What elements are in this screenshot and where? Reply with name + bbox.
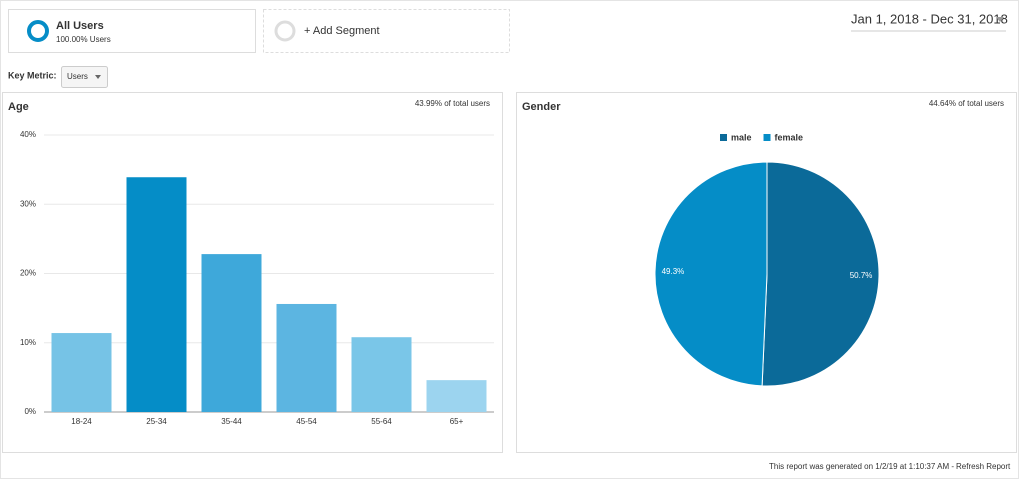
key-metric-dropdown[interactable] bbox=[61, 66, 108, 88]
segment-name: All Users bbox=[56, 20, 104, 32]
segment-detail: 100.00% Users bbox=[56, 35, 111, 44]
bar bbox=[51, 333, 112, 412]
y-tick-label: 0% bbox=[24, 407, 36, 416]
x-tick-label: 25-34 bbox=[146, 417, 167, 426]
x-tick-label: 35-44 bbox=[221, 417, 242, 426]
legend-swatch bbox=[763, 134, 771, 141]
key-metric-label: Key Metric: bbox=[8, 70, 57, 80]
date-caret bbox=[996, 17, 1004, 22]
legend-label: male bbox=[731, 132, 752, 142]
segment-box[interactable] bbox=[8, 9, 256, 53]
pie-slice bbox=[761, 161, 880, 387]
bar bbox=[426, 380, 487, 412]
y-tick-label: 20% bbox=[20, 269, 36, 278]
slice-label: 50.7% bbox=[850, 271, 873, 280]
key-metric-value: Users bbox=[67, 72, 88, 81]
add-segment-icon bbox=[274, 20, 296, 42]
footer-text: This report was generated on 1/2/19 at 1… bbox=[769, 462, 954, 471]
bar bbox=[351, 337, 412, 412]
x-tick-label: 55-64 bbox=[371, 417, 392, 426]
segment-icon bbox=[27, 20, 49, 42]
x-tick-label: 45-54 bbox=[296, 417, 317, 426]
panel-title: Age bbox=[8, 101, 29, 113]
y-tick-label: 10% bbox=[20, 338, 36, 347]
y-tick-label: 30% bbox=[20, 199, 36, 208]
date-range[interactable]: Jan 1, 2018 - Dec 31, 2018 bbox=[851, 11, 1008, 26]
legend-swatch bbox=[720, 134, 727, 141]
dropdown-caret bbox=[95, 75, 101, 79]
legend-label: female bbox=[775, 132, 804, 142]
x-tick-label: 65+ bbox=[450, 417, 464, 426]
bar bbox=[201, 254, 262, 412]
panel-note: 43.99% of total users bbox=[415, 99, 490, 108]
panel-note: 44.64% of total users bbox=[929, 99, 1004, 108]
x-tick-label: 18-24 bbox=[71, 417, 92, 426]
refresh-link[interactable]: Refresh Report bbox=[956, 462, 1011, 471]
y-tick-label: 40% bbox=[20, 130, 36, 139]
bar bbox=[126, 177, 187, 412]
slice-label: 49.3% bbox=[662, 267, 685, 276]
add-segment-box[interactable] bbox=[263, 9, 510, 53]
add-segment[interactable]: + Add Segment bbox=[304, 25, 380, 37]
panel-title: Gender bbox=[522, 101, 561, 113]
pie-slice bbox=[654, 161, 768, 387]
bar bbox=[276, 303, 337, 412]
